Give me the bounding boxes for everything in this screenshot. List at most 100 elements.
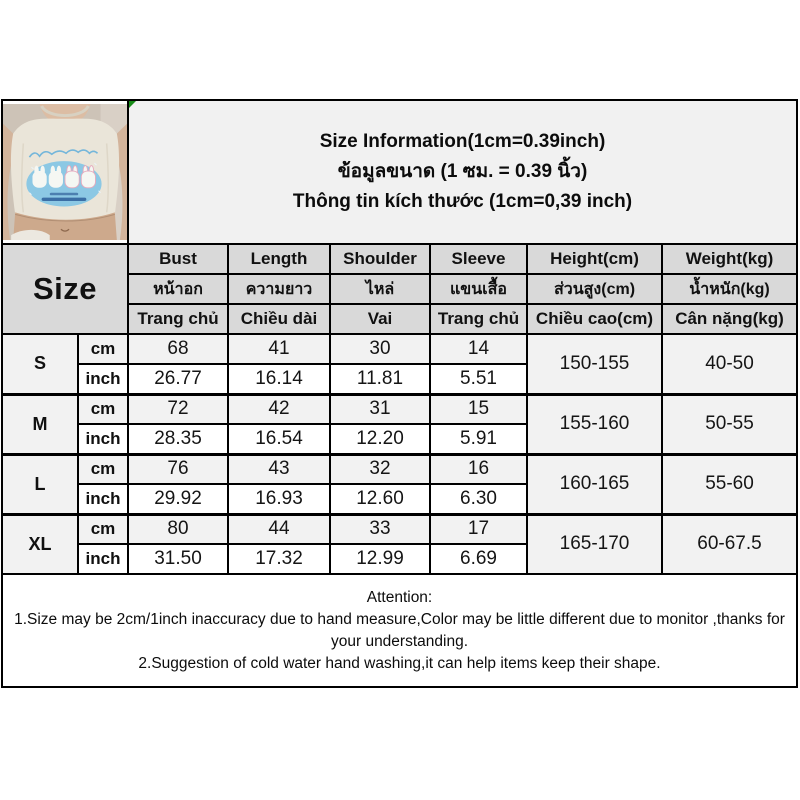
cell-s-cm-bust: 68 <box>127 333 229 365</box>
row-s-cm: S cm 68 41 30 14 150-155 40-50 <box>1 333 798 395</box>
cell-s-weight: 40-50 <box>661 333 798 395</box>
size-chart-table: Size Information(1cm=0.39inch) ข้อมูลขนา… <box>1 99 798 688</box>
col-header-length-vi: Chiều dài <box>227 303 331 335</box>
unit-cell-cm: cm <box>77 333 129 365</box>
shirt-slogan-line <box>41 197 87 201</box>
row-xl-cm: XL cm 80 44 33 17 165-170 60-67.5 <box>1 512 798 575</box>
unit-cell-inch: inch <box>77 483 129 515</box>
product-photo-cell <box>1 99 129 245</box>
cell-l-cm-length: 43 <box>227 452 331 485</box>
col-header-bust-vi: Trang chủ <box>127 303 229 335</box>
row-xl-inch: inch 31.50 17.32 12.99 6.69 <box>2 543 797 575</box>
cell-m-inch-shoulder: 12.20 <box>329 423 431 455</box>
cell-l-cm-bust: 76 <box>127 452 229 485</box>
cell-xl-cm-length: 44 <box>227 512 331 545</box>
cell-m-cm-shoulder: 31 <box>329 392 431 425</box>
title-english: Size Information(1cm=0.39inch) <box>319 131 606 152</box>
cell-s-inch-bust: 26.77 <box>127 363 229 395</box>
row-l-inch: inch 29.92 16.93 12.60 6.30 <box>2 483 797 515</box>
col-header-height-th: ส่วนสูง(cm) <box>526 273 663 305</box>
cell-m-inch-bust: 28.35 <box>127 423 229 455</box>
cell-m-inch-sleeve: 5.91 <box>429 423 528 455</box>
row-s-inch: inch 26.77 16.14 11.81 5.51 <box>2 363 797 395</box>
col-header-length-th: ความยาว <box>227 273 331 305</box>
col-header-height-vi: Chiều cao(cm) <box>526 303 663 335</box>
cell-s-cm-length: 41 <box>227 333 331 365</box>
cell-l-inch-length: 16.93 <box>227 483 331 515</box>
cell-l-height: 160-165 <box>526 452 663 515</box>
row-l-cm: L cm 76 43 32 16 160-165 55-60 <box>1 452 798 515</box>
col-header-sleeve-th: แขนเสื้อ <box>429 273 528 305</box>
col-header-length-en: Length <box>227 243 331 275</box>
bunny-graphics <box>32 165 96 189</box>
unit-cell-inch: inch <box>77 423 129 455</box>
col-header-sleeve-vi: Trang chủ <box>429 303 528 335</box>
cell-xl-inch-sleeve: 6.69 <box>429 543 528 575</box>
cell-m-inch-length: 16.54 <box>227 423 331 455</box>
shirt-script-text <box>28 149 99 158</box>
size-corner-label: Size <box>1 243 129 335</box>
cell-s-height: 150-155 <box>526 333 663 395</box>
cell-s-cm-sleeve: 14 <box>429 333 528 365</box>
header-row-thai: หน้าอก ความยาว ไหล่ แขนเสื้อ ส่วนสูง(cm)… <box>2 273 798 305</box>
cell-l-inch-sleeve: 6.30 <box>429 483 528 515</box>
row-m-cm: M cm 72 42 31 15 155-160 50-55 <box>1 392 798 455</box>
header-row-vietnamese: Trang chủ Chiều dài Vai Trang chủ Chiều … <box>2 303 798 335</box>
attention-row: Attention: 1.Size may be 2cm/1inch inacc… <box>1 573 798 688</box>
col-header-weight-en: Weight(kg) <box>661 243 798 275</box>
cell-l-inch-bust: 29.92 <box>127 483 229 515</box>
col-header-sleeve-en: Sleeve <box>429 243 528 275</box>
col-header-shoulder-vi: Vai <box>329 303 431 335</box>
cell-xl-cm-shoulder: 33 <box>329 512 431 545</box>
cell-s-inch-length: 16.14 <box>227 363 331 395</box>
col-header-weight-vi: Cân nặng(kg) <box>661 303 798 335</box>
cell-l-cm-sleeve: 16 <box>429 452 528 485</box>
cell-xl-inch-shoulder: 12.99 <box>329 543 431 575</box>
unit-cell-inch: inch <box>77 363 129 395</box>
cell-m-cm-sleeve: 15 <box>429 392 528 425</box>
title-band: Size Information(1cm=0.39inch) ข้อมูลขนา… <box>127 99 798 245</box>
unit-cell-cm: cm <box>77 392 129 425</box>
title-thai: ข้อมูลขนาด (1 ซม. = 0.39 นิ้ว) <box>337 161 588 182</box>
attention-cell: Attention: 1.Size may be 2cm/1inch inacc… <box>1 573 798 688</box>
shirt-slogan-line <box>49 192 79 196</box>
cell-m-cm-bust: 72 <box>127 392 229 425</box>
attention-note-1: 1.Size may be 2cm/1inch inaccuracy due t… <box>14 610 785 650</box>
col-header-height-en: Height(cm) <box>526 243 663 275</box>
col-header-shoulder-en: Shoulder <box>329 243 431 275</box>
unit-cell-cm: cm <box>77 452 129 485</box>
col-header-shoulder-th: ไหล่ <box>329 273 431 305</box>
cell-l-weight: 55-60 <box>661 452 798 515</box>
cell-m-weight: 50-55 <box>661 392 798 455</box>
attention-heading: Attention: <box>366 588 433 606</box>
cell-m-height: 155-160 <box>526 392 663 455</box>
size-label-m: M <box>1 392 79 455</box>
col-header-weight-th: น้ำหนัก(kg) <box>661 273 798 305</box>
unit-cell-inch: inch <box>77 543 129 575</box>
cell-xl-cm-sleeve: 17 <box>429 512 528 545</box>
cell-l-cm-shoulder: 32 <box>329 452 431 485</box>
cell-m-cm-length: 42 <box>227 392 331 425</box>
cell-s-inch-sleeve: 5.51 <box>429 363 528 395</box>
col-header-bust-th: หน้าอก <box>127 273 229 305</box>
cell-xl-height: 165-170 <box>526 512 663 575</box>
row-m-inch: inch 28.35 16.54 12.20 5.91 <box>2 423 797 455</box>
cell-xl-cm-bust: 80 <box>127 512 229 545</box>
photo-title-row: Size Information(1cm=0.39inch) ข้อมูลขนา… <box>1 99 798 245</box>
cell-xl-weight: 60-67.5 <box>661 512 798 575</box>
product-photo <box>4 104 126 240</box>
cell-l-inch-shoulder: 12.60 <box>329 483 431 515</box>
unit-cell-cm: cm <box>77 512 129 545</box>
cell-xl-inch-bust: 31.50 <box>127 543 229 575</box>
size-label-xl: XL <box>1 512 79 575</box>
cell-s-cm-shoulder: 30 <box>329 333 431 365</box>
cell-xl-inch-length: 17.32 <box>227 543 331 575</box>
header-row-english: Size Bust Length Shoulder Sleeve Height(… <box>1 243 798 335</box>
excel-corner-flag-icon <box>130 102 136 108</box>
cell-s-inch-shoulder: 11.81 <box>329 363 431 395</box>
size-label-s: S <box>1 333 79 395</box>
size-label-l: L <box>1 452 79 515</box>
col-header-bust-en: Bust <box>127 243 229 275</box>
title-vietnamese: Thông tin kích thước (1cm=0,39 inch) <box>292 191 633 212</box>
